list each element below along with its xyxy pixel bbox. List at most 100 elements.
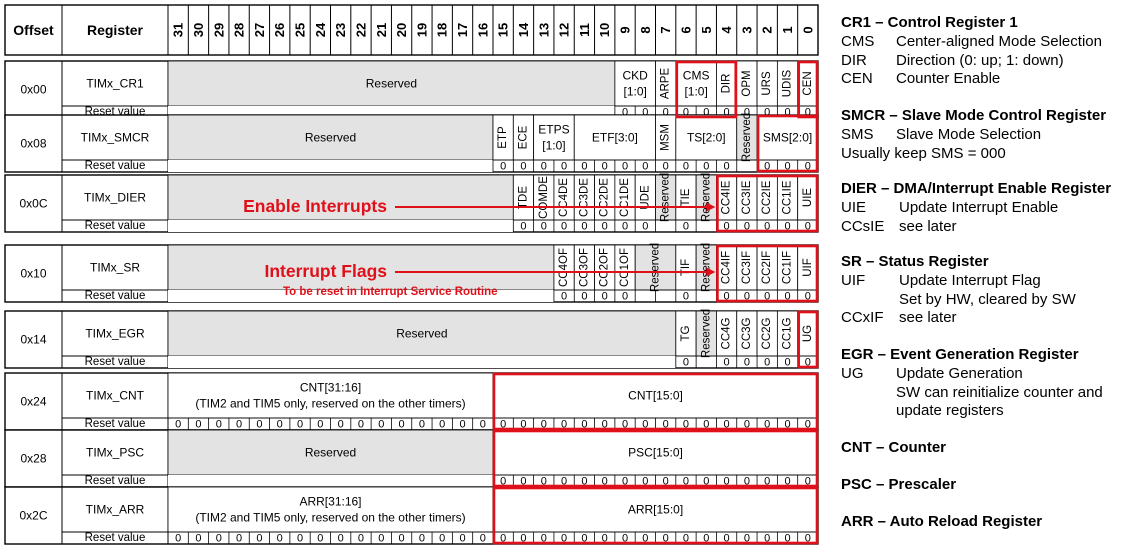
bit-field xyxy=(167,174,514,221)
reset-value-label: Reset value xyxy=(85,290,146,302)
header-bit-28: 28 xyxy=(232,23,247,37)
bit-field xyxy=(614,60,656,107)
reset-bit-value: 0 xyxy=(581,221,587,233)
legend-key: CCxIF xyxy=(841,309,884,326)
field-label: TIE xyxy=(680,188,692,206)
reset-bit-value: 0 xyxy=(744,476,750,488)
field-label: TDE xyxy=(517,186,529,209)
register-offset: 0x2C xyxy=(19,509,47,523)
header-bit-7: 7 xyxy=(658,26,673,33)
register-name: TIMx_DIER xyxy=(84,191,146,205)
reset-bit-value: 0 xyxy=(520,161,526,173)
reset-bit-value: 0 xyxy=(439,419,445,431)
reset-bit-value: 0 xyxy=(195,533,201,545)
field-label: TIF xyxy=(680,259,692,276)
reset-bit-value: 0 xyxy=(724,221,730,233)
reset-value-label: Reset value xyxy=(85,160,146,172)
bit-field xyxy=(675,60,717,107)
field-label: CKD xyxy=(623,69,649,83)
header-bit-8: 8 xyxy=(638,26,653,33)
legend-key: CMS xyxy=(841,33,875,50)
legend-description: Center-aligned Mode Selection xyxy=(896,33,1102,50)
field-label: URS xyxy=(761,71,773,96)
field-label: CC4IF xyxy=(721,251,733,284)
legend-heading: SMCR – Slave Mode Control Register xyxy=(841,107,1107,124)
field-label: Reserved xyxy=(741,113,753,162)
field-label: CC1DE xyxy=(619,178,631,217)
legend-description: Set by HW, cleared by SW xyxy=(899,290,1076,308)
reset-bit-value: 0 xyxy=(520,533,526,545)
header-bit-29: 29 xyxy=(211,23,226,37)
legend-line: SMS Slave Mode Selection xyxy=(841,126,1041,144)
reset-bit-value: 0 xyxy=(338,533,344,545)
reset-bit-value: 0 xyxy=(500,476,506,488)
field-label: UG xyxy=(802,325,814,342)
reset-bit-value: 0 xyxy=(500,533,506,545)
header-bit-21: 21 xyxy=(374,23,389,37)
legend-key: UG xyxy=(841,365,864,382)
field-label: CEN xyxy=(802,71,814,95)
legend-heading: SR – Status Register xyxy=(841,253,989,270)
reset-bit-value: 0 xyxy=(541,533,547,545)
highlight-box xyxy=(492,429,819,488)
field-label: OPM xyxy=(741,70,753,96)
header-bit-13: 13 xyxy=(536,23,551,37)
register-name: TIMx_ARR xyxy=(86,503,145,517)
register-offset: 0x08 xyxy=(20,137,46,151)
field-label: CC4G xyxy=(721,317,733,349)
reset-bit-value: 0 xyxy=(724,419,730,431)
register-map-table: Offset Register 31 30 29 28 27 26 25 24 23 22 21 20 19… xyxy=(4,4,819,545)
reset-bit-value: 0 xyxy=(703,107,709,119)
legend-heading: CR1 – Control Register 1 xyxy=(841,14,1018,31)
reset-bit-value: 0 xyxy=(622,221,628,233)
reset-bit-value: 0 xyxy=(216,419,222,431)
field-label: Reserved xyxy=(660,173,672,222)
reset-bit-value: 0 xyxy=(317,419,323,431)
register-offset: 0x0C xyxy=(19,197,47,211)
field-label: ARR[31:16] xyxy=(299,495,361,509)
reset-bit-value: 0 xyxy=(581,419,587,431)
reset-bit-value: 0 xyxy=(642,419,648,431)
reset-bit-value: 0 xyxy=(764,161,770,173)
register-name: TIMx_PSC xyxy=(86,446,144,460)
bit-field xyxy=(167,244,555,291)
reset-bit-value: 0 xyxy=(784,357,790,369)
reset-bit-value: 0 xyxy=(338,419,344,431)
reset-bit-value: 0 xyxy=(805,419,811,431)
field-label: DIR xyxy=(721,74,733,94)
reset-bit-value: 0 xyxy=(378,419,384,431)
reset-bit-value: 0 xyxy=(622,476,628,488)
reset-bit-value: 0 xyxy=(663,419,669,431)
field-label: CC4IE xyxy=(721,180,733,214)
reset-bit-value: 0 xyxy=(602,533,608,545)
field-sublabel: (TIM2 and TIM5 only, reserved on the oth… xyxy=(195,511,465,525)
field-label: CNT[15:0] xyxy=(628,389,683,403)
legend-line: UIE Update Interrupt Enable xyxy=(841,199,1058,217)
field-label: PSC[15:0] xyxy=(628,446,683,460)
register-name: TIMx_SMCR xyxy=(81,131,150,145)
legend-description: Slave Mode Selection xyxy=(896,126,1042,143)
header-bit-5: 5 xyxy=(699,26,714,33)
legend-heading: CNT – Counter xyxy=(841,439,946,456)
reset-bit-value: 0 xyxy=(520,419,526,431)
reset-bit-value: 0 xyxy=(297,419,303,431)
field-label: Reserved xyxy=(305,131,356,145)
register-name: TIMx_SR xyxy=(90,261,140,275)
legend-line: Set by HW, cleared by SW xyxy=(841,291,1076,309)
reset-bit-value: 0 xyxy=(724,107,730,119)
highlight-box xyxy=(675,60,738,119)
field-label: UDE xyxy=(639,185,651,210)
field-label: ECE xyxy=(517,125,529,149)
legend-key: UIF xyxy=(841,272,866,289)
reset-bit-value: 0 xyxy=(256,419,262,431)
legend-line: DIR Direction (0: up; 1: down) xyxy=(841,52,1064,70)
legend-line: CMS Center-aligned Mode Selection xyxy=(841,33,1102,51)
field-label: CC4OF xyxy=(558,248,570,287)
reset-empty xyxy=(168,160,493,172)
reset-bit-value: 0 xyxy=(561,221,567,233)
reset-bit-value: 0 xyxy=(642,533,648,545)
reset-bit-value: 0 xyxy=(236,533,242,545)
header-register: Register xyxy=(87,22,144,38)
legend-description: Update Interrupt Flag xyxy=(899,272,1041,289)
legend-description: update registers xyxy=(896,402,1004,419)
